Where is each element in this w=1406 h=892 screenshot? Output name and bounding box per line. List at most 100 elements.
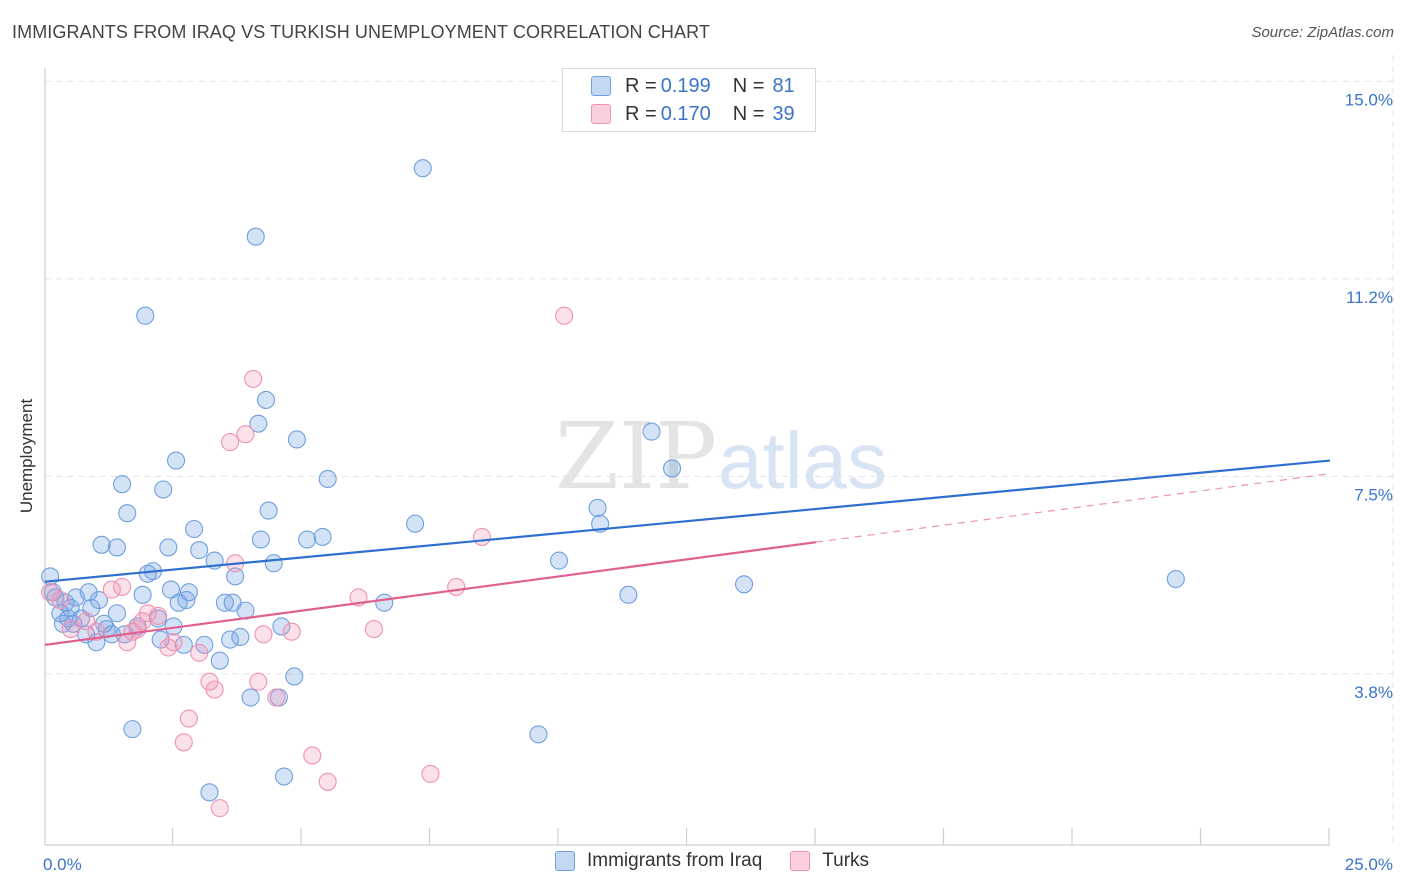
tick-labels: 3.8% 7.5% 11.2% 15.0% 0.0% 25.0%	[43, 90, 1393, 874]
point-iraq	[107, 538, 127, 557]
trend-line-iraq	[44, 459, 1331, 583]
x-tick-label: 0.0%	[43, 855, 82, 874]
data-points	[41, 159, 1185, 818]
y-tick-label: 3.8%	[1354, 683, 1393, 702]
series-legend: Immigrants from Iraq Turks	[555, 850, 897, 872]
point-iraq	[107, 604, 127, 623]
point-iraq	[41, 567, 60, 586]
point-iraq	[298, 530, 317, 549]
point-iraq	[136, 306, 155, 325]
y-tick-label: 7.5%	[1354, 485, 1393, 504]
point-iraq	[274, 767, 294, 786]
point-turks	[205, 680, 224, 699]
point-iraq	[220, 630, 240, 649]
stats-legend: R = 0.199 N = 81 R = 0.170 N = 39	[562, 68, 816, 132]
chart-source: Source: ZipAtlas.com	[1251, 24, 1394, 41]
point-turks	[421, 764, 440, 783]
point-iraq	[92, 535, 111, 554]
trend-lines	[44, 459, 1331, 646]
legend-swatch-turks	[591, 104, 611, 124]
trend-line-turks-extension	[815, 473, 1331, 543]
point-iraq	[406, 514, 425, 533]
point-iraq	[285, 667, 304, 686]
chart-title: IMMIGRANTS FROM IRAQ VS TURKISH UNEMPLOY…	[12, 22, 710, 42]
point-turks	[303, 746, 322, 765]
watermark-zip: ZIP	[555, 403, 717, 510]
point-iraq	[734, 575, 754, 594]
point-iraq	[588, 498, 607, 517]
point-iraq	[59, 609, 78, 628]
point-iraq	[167, 451, 186, 470]
point-iraq	[179, 583, 198, 602]
point-iraq	[264, 554, 283, 573]
point-iraq	[215, 593, 234, 612]
series-swatch-iraq	[555, 851, 575, 871]
point-turks	[364, 620, 384, 639]
point-iraq	[118, 504, 137, 523]
legend-n-label: N =	[732, 74, 765, 97]
point-iraq	[375, 593, 394, 612]
point-turks	[159, 638, 178, 657]
point-iraq	[413, 159, 432, 178]
point-iraq	[251, 530, 270, 549]
point-turks	[267, 688, 286, 707]
point-turks	[220, 433, 240, 452]
point-iraq	[663, 459, 682, 478]
watermark-atlas: atlas	[718, 416, 887, 505]
point-turks	[210, 799, 229, 818]
point-iraq	[249, 414, 268, 433]
legend-row-turks: R = 0.170 N = 39	[563, 100, 795, 128]
legend-r-value: 0.170	[660, 102, 711, 125]
point-turks	[447, 577, 466, 596]
point-iraq	[318, 469, 337, 489]
point-turks	[113, 577, 132, 596]
point-iraq	[619, 585, 638, 604]
point-turks	[555, 306, 574, 325]
legend-r-label: R =	[625, 102, 657, 125]
point-iraq	[259, 501, 278, 520]
point-iraq	[200, 783, 219, 802]
point-turks	[179, 709, 198, 728]
point-iraq	[642, 422, 661, 441]
point-iraq	[190, 541, 209, 560]
series-label-iraq: Immigrants from Iraq	[587, 850, 763, 871]
point-turks	[254, 625, 273, 644]
point-iraq	[159, 538, 178, 557]
point-iraq	[529, 725, 548, 744]
point-iraq	[272, 617, 291, 636]
y-tick-label: 11.2%	[1346, 288, 1393, 307]
y-tick-label: 15.0%	[1345, 90, 1393, 109]
trend-line-turks	[44, 541, 817, 646]
legend-r-label: R =	[625, 74, 657, 97]
point-iraq	[210, 651, 229, 670]
point-iraq	[549, 551, 569, 570]
point-turks	[164, 633, 183, 652]
point-iraq	[313, 527, 332, 546]
point-iraq	[154, 480, 173, 499]
point-iraq	[89, 591, 109, 610]
point-turks	[249, 672, 268, 691]
point-turks	[236, 425, 255, 444]
legend-row-iraq: R = 0.199 N = 81	[563, 72, 795, 100]
point-iraq	[56, 593, 75, 612]
legend-n-label: N =	[732, 102, 765, 125]
series-label-turks: Turks	[822, 850, 870, 871]
point-turks	[51, 591, 70, 610]
series-swatch-turks	[790, 851, 811, 871]
point-iraq	[231, 627, 250, 647]
point-iraq	[123, 720, 142, 739]
point-iraq	[1166, 569, 1185, 589]
point-turks	[102, 580, 121, 599]
point-turks	[61, 620, 80, 639]
watermark: ZIP atlas	[555, 403, 887, 510]
point-turks	[87, 622, 106, 641]
legend-n-value: 81	[772, 74, 795, 97]
legend-swatch-iraq	[591, 76, 611, 96]
point-turks	[174, 733, 193, 752]
point-turks	[318, 772, 337, 791]
point-iraq	[226, 567, 245, 586]
series-legend-turks: Turks	[790, 850, 869, 872]
point-iraq	[113, 475, 132, 494]
axes	[44, 68, 1330, 846]
